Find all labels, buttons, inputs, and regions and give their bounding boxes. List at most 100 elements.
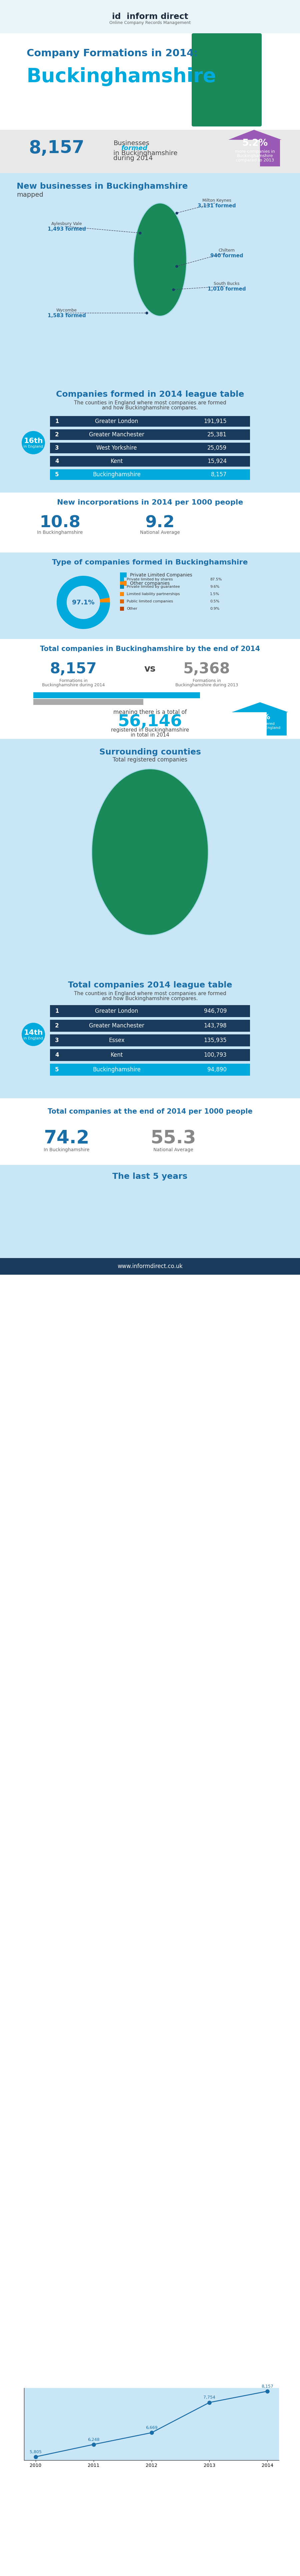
Text: The last 5 years: The last 5 years — [112, 1172, 188, 1180]
Text: Kent: Kent — [110, 1051, 123, 1059]
Text: 9.6%: 9.6% — [210, 585, 220, 587]
Bar — [50, 1036, 250, 1046]
Text: New businesses in Buckinghamshire: New businesses in Buckinghamshire — [17, 183, 188, 191]
Text: 8,157: 8,157 — [29, 139, 85, 157]
Bar — [0, 129, 300, 173]
Text: companies in England: companies in England — [239, 726, 280, 729]
Text: 940 formed: 940 formed — [210, 252, 243, 258]
Bar — [0, 492, 300, 551]
Text: 5: 5 — [55, 471, 59, 477]
Text: Online Company Records Management: Online Company Records Management — [109, 21, 191, 26]
Bar — [120, 577, 124, 582]
Bar — [120, 585, 124, 590]
Text: 4: 4 — [55, 459, 59, 464]
Text: 3: 3 — [55, 1038, 59, 1043]
Bar — [0, 1097, 300, 1164]
Text: South Bucks: South Bucks — [214, 281, 240, 286]
Text: In Buckinghamshire: In Buckinghamshire — [44, 1146, 90, 1151]
Text: Type of companies formed in Buckinghamshire: Type of companies formed in Buckinghamsh… — [52, 559, 248, 567]
Text: New incorporations in 2014 per 1000 people: New incorporations in 2014 per 1000 peop… — [57, 500, 243, 505]
Text: 946,709: 946,709 — [204, 1007, 227, 1015]
Text: National Average: National Average — [153, 1146, 193, 1151]
Text: Buckinghamshire: Buckinghamshire — [93, 471, 141, 477]
Text: 94,890: 94,890 — [207, 1066, 227, 1072]
Text: Total companies in Buckinghamshire by the end of 2014: Total companies in Buckinghamshire by th… — [40, 647, 260, 652]
Wedge shape — [57, 577, 110, 629]
Bar — [0, 1257, 300, 1275]
Text: of all registered: of all registered — [245, 721, 274, 726]
Bar — [0, 379, 300, 492]
Text: Public limited companies: Public limited companies — [127, 600, 173, 603]
Text: 6,669: 6,669 — [146, 2427, 158, 2429]
Bar — [50, 415, 250, 428]
Bar — [50, 469, 250, 479]
Text: 55.3: 55.3 — [151, 1128, 196, 1146]
Text: Other companies: Other companies — [130, 582, 170, 585]
Text: 5: 5 — [55, 1066, 59, 1072]
Text: during 2014: during 2014 — [113, 155, 153, 162]
Text: 1: 1 — [55, 1007, 59, 1015]
Text: 5.2%: 5.2% — [242, 139, 268, 147]
Circle shape — [22, 1023, 45, 1046]
Circle shape — [22, 430, 45, 453]
Bar — [0, 639, 300, 739]
Polygon shape — [232, 703, 288, 711]
Bar — [120, 608, 124, 611]
Text: 1: 1 — [55, 417, 59, 425]
Text: 2: 2 — [55, 433, 59, 438]
Text: Greater London: Greater London — [95, 417, 138, 425]
Text: Aylesbury Vale: Aylesbury Vale — [51, 222, 82, 227]
Text: 25,059: 25,059 — [207, 446, 227, 451]
FancyBboxPatch shape — [192, 33, 262, 126]
Text: 0.9%: 0.9% — [210, 608, 220, 611]
Text: 8,157: 8,157 — [211, 471, 227, 477]
Bar — [120, 600, 124, 603]
Text: 10.8: 10.8 — [39, 515, 81, 531]
Text: Private limited by guarantee: Private limited by guarantee — [127, 585, 180, 587]
Bar — [0, 1164, 300, 1257]
Polygon shape — [233, 711, 287, 737]
Bar — [120, 580, 127, 585]
Text: Limited liability partnerships: Limited liability partnerships — [127, 592, 180, 595]
Text: 0.5%: 0.5% — [210, 600, 219, 603]
Text: 8,157: 8,157 — [50, 662, 97, 675]
Text: 16th: 16th — [24, 438, 43, 443]
Text: Company Formations in 2014:: Company Formations in 2014: — [27, 49, 198, 59]
Text: The counties in England where most companies are formed: The counties in England where most compa… — [74, 992, 226, 997]
Text: 3: 3 — [55, 446, 59, 451]
Text: Total registered companies: Total registered companies — [112, 757, 188, 762]
Text: 1.5%: 1.5% — [210, 592, 219, 595]
Text: 6,248: 6,248 — [88, 2437, 100, 2442]
Text: in Buckinghamshire: in Buckinghamshire — [113, 149, 178, 157]
Text: Buckinghamshire during 2013: Buckinghamshire during 2013 — [175, 683, 238, 688]
Text: Greater London: Greater London — [95, 1007, 138, 1015]
Text: 25,381: 25,381 — [207, 433, 227, 438]
Bar — [0, 33, 300, 129]
Polygon shape — [230, 139, 280, 167]
Text: 7,754: 7,754 — [203, 2396, 215, 2401]
Text: 2: 2 — [55, 1023, 59, 1028]
Text: vs: vs — [144, 665, 156, 672]
Text: meaning there is a total of: meaning there is a total of — [113, 708, 187, 716]
Text: 1,010 formed: 1,010 formed — [208, 286, 246, 291]
Text: Total companies 2014 league table: Total companies 2014 league table — [68, 981, 232, 989]
Text: 5,368: 5,368 — [183, 662, 230, 675]
Text: id  inform direct: id inform direct — [112, 13, 188, 21]
Text: 8,157: 8,157 — [261, 2385, 273, 2388]
Text: and how Buckinghamshire compares.: and how Buckinghamshire compares. — [102, 997, 198, 1002]
Text: in total in 2014: in total in 2014 — [131, 732, 169, 737]
Bar — [120, 572, 127, 577]
Text: 5,805: 5,805 — [30, 2450, 42, 2455]
Bar — [0, 739, 300, 971]
Text: 1,583 formed: 1,583 formed — [47, 314, 86, 317]
Text: 143,798: 143,798 — [204, 1023, 227, 1028]
Bar — [50, 456, 250, 466]
Bar — [50, 443, 250, 453]
Text: Buckinghamshire: Buckinghamshire — [27, 67, 216, 85]
Text: registered in Buckinghamshire: registered in Buckinghamshire — [111, 726, 189, 732]
Bar — [50, 1020, 250, 1033]
Text: 135,935: 135,935 — [204, 1038, 227, 1043]
Text: Greater Manchester: Greater Manchester — [89, 433, 144, 438]
Text: 9.2: 9.2 — [145, 515, 175, 531]
Text: formed: formed — [121, 144, 147, 152]
